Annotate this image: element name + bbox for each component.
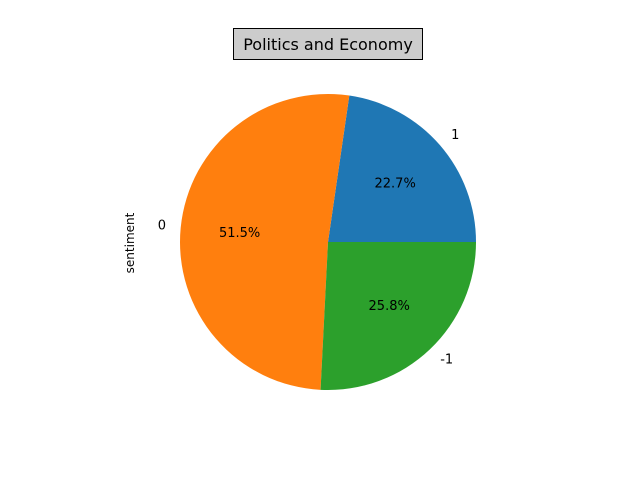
- pie-slices: [180, 94, 476, 390]
- pie-slice--1: [321, 242, 476, 390]
- pie-category-label-1: 1: [451, 128, 459, 143]
- pie-pct-label--1: 25.8%: [369, 299, 410, 314]
- pie-slice-1: [328, 96, 476, 242]
- pie-pct-label-1: 22.7%: [375, 176, 416, 191]
- pie-category-label--1: -1: [440, 352, 453, 367]
- pie-category-label-0: 0: [158, 219, 166, 234]
- pie-pct-label-0: 51.5%: [219, 226, 260, 241]
